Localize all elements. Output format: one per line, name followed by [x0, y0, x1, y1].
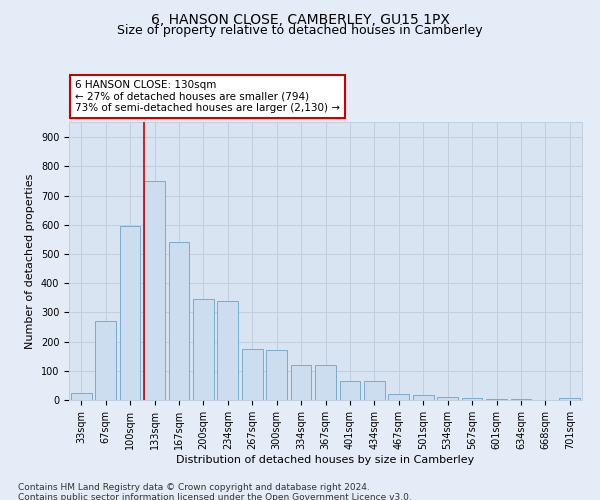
Bar [71, 392, 92, 400]
Bar [290, 365, 311, 400]
Bar [119, 226, 140, 400]
Bar [193, 299, 214, 400]
Bar [169, 242, 190, 400]
Bar [486, 398, 507, 400]
Bar [95, 321, 116, 400]
Text: 6 HANSON CLOSE: 130sqm
← 27% of detached houses are smaller (794)
73% of semi-de: 6 HANSON CLOSE: 130sqm ← 27% of detached… [75, 80, 340, 113]
X-axis label: Distribution of detached houses by size in Camberley: Distribution of detached houses by size … [176, 454, 475, 464]
Bar [413, 394, 434, 400]
Bar [266, 350, 287, 400]
Bar [144, 181, 165, 400]
Y-axis label: Number of detached properties: Number of detached properties [25, 174, 35, 349]
Bar [364, 381, 385, 400]
Text: Contains HM Land Registry data © Crown copyright and database right 2024.
Contai: Contains HM Land Registry data © Crown c… [18, 482, 412, 500]
Bar [388, 394, 409, 400]
Bar [559, 398, 580, 400]
Bar [217, 300, 238, 400]
Bar [340, 381, 361, 400]
Bar [315, 365, 336, 400]
Bar [437, 397, 458, 400]
Bar [511, 399, 532, 400]
Text: 6, HANSON CLOSE, CAMBERLEY, GU15 1PX: 6, HANSON CLOSE, CAMBERLEY, GU15 1PX [151, 12, 449, 26]
Bar [461, 398, 482, 400]
Bar [242, 349, 263, 400]
Text: Size of property relative to detached houses in Camberley: Size of property relative to detached ho… [117, 24, 483, 37]
